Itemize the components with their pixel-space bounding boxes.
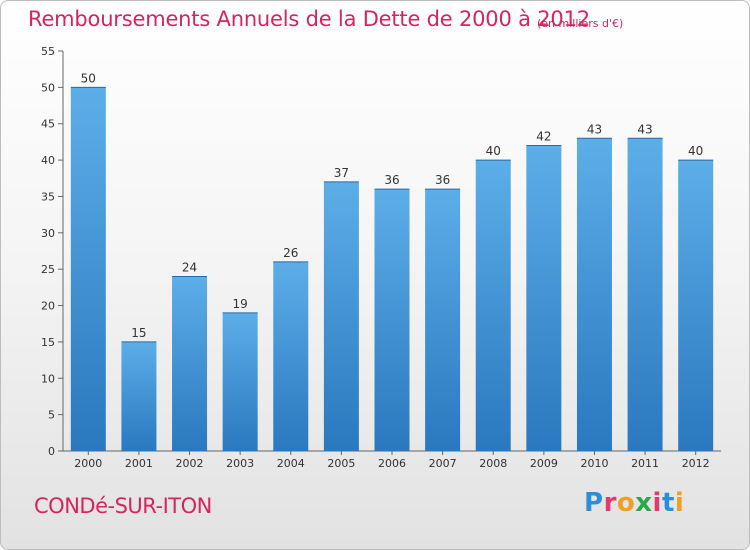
y-tick-label: 25 xyxy=(41,263,55,276)
logo-letter: r xyxy=(603,488,617,518)
x-tick-label: 2011 xyxy=(631,457,659,470)
data-label: 26 xyxy=(283,246,298,260)
data-label: 37 xyxy=(334,166,349,180)
x-tick-label: 2012 xyxy=(682,457,710,470)
bar xyxy=(222,312,258,451)
logo-letter: P xyxy=(584,488,604,518)
data-label: 43 xyxy=(587,122,602,136)
bar xyxy=(475,160,511,451)
data-label: 24 xyxy=(182,260,197,274)
bar xyxy=(425,189,461,451)
x-tick-label: 2002 xyxy=(176,457,204,470)
y-tick-label: 5 xyxy=(48,409,55,422)
data-label: 40 xyxy=(688,144,703,158)
x-tick-label: 2003 xyxy=(226,457,254,470)
bar xyxy=(70,87,106,451)
y-tick-label: 30 xyxy=(41,227,55,240)
bar xyxy=(678,160,714,451)
y-tick-label: 35 xyxy=(41,190,55,203)
commune-name: CONDé-SUR-ITON xyxy=(34,494,212,518)
x-tick-label: 2006 xyxy=(378,457,406,470)
data-label: 43 xyxy=(637,122,652,136)
x-tick-label: 2001 xyxy=(125,457,153,470)
chart-title: Remboursements Annuels de la Dette de 20… xyxy=(28,7,590,31)
y-tick-label: 45 xyxy=(41,118,55,131)
x-tick-label: 2009 xyxy=(530,457,558,470)
logo-letter: i xyxy=(652,488,662,518)
data-label: 40 xyxy=(486,144,501,158)
y-tick-label: 50 xyxy=(41,81,55,94)
bar xyxy=(526,145,562,451)
bar xyxy=(273,261,309,451)
data-label: 42 xyxy=(536,130,551,144)
logo-letter: t xyxy=(661,488,675,518)
bar xyxy=(172,276,208,451)
y-tick-label: 40 xyxy=(41,154,55,167)
proxiti-logo[interactable]: Proxiti xyxy=(584,488,684,518)
logo-letter: i xyxy=(674,488,685,518)
x-tick-label: 2000 xyxy=(74,457,102,470)
data-label: 36 xyxy=(384,173,399,187)
y-tick-label: 55 xyxy=(41,45,55,58)
x-tick-label: 2007 xyxy=(429,457,457,470)
x-tick-label: 2005 xyxy=(327,457,355,470)
y-tick-label: 10 xyxy=(41,372,55,385)
bar xyxy=(323,181,359,451)
x-tick-label: 2010 xyxy=(580,457,608,470)
data-label: 15 xyxy=(131,326,146,340)
data-label: 50 xyxy=(81,71,96,85)
x-tick-label: 2004 xyxy=(277,457,305,470)
bar xyxy=(121,341,157,451)
data-label: 19 xyxy=(233,297,248,311)
bar xyxy=(576,138,612,452)
logo-letter: x xyxy=(635,488,653,518)
y-tick-label: 20 xyxy=(41,300,55,313)
chart-subtitle: (en milliers d'€) xyxy=(537,17,624,30)
bar xyxy=(374,189,410,451)
y-tick-label: 15 xyxy=(41,336,55,349)
y-tick-label: 0 xyxy=(48,445,55,458)
bar xyxy=(627,138,663,452)
x-tick-label: 2008 xyxy=(479,457,507,470)
logo-letter: o xyxy=(616,488,636,518)
data-label: 36 xyxy=(435,173,450,187)
